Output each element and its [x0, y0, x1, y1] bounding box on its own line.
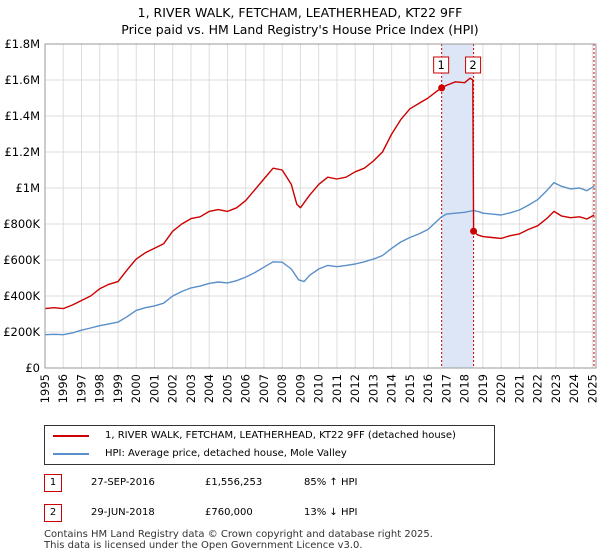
y-tick-label: £0	[25, 361, 40, 375]
title-line-2: Price paid vs. HM Land Registry's House …	[121, 22, 479, 37]
x-tick-label: 2009	[293, 374, 307, 403]
x-tick-label: 2016	[421, 374, 435, 403]
footer-line-1: Contains HM Land Registry data © Crown c…	[44, 529, 433, 540]
y-tick-label: £400K	[3, 289, 40, 303]
x-tick-label: 2011	[330, 374, 344, 403]
transaction-date: 27-SEP-2016	[91, 477, 155, 488]
x-tick-label: 2019	[476, 374, 490, 403]
property-price-line	[44, 77, 595, 310]
legend: 1, RIVER WALK, FETCHAM, LEATHERHEAD, KT2…	[44, 425, 495, 465]
transaction-price: £760,000	[205, 507, 253, 518]
footer: Contains HM Land Registry data © Crown c…	[44, 529, 433, 551]
x-tick-label: 1997	[74, 374, 88, 403]
y-tick-label: £1M	[15, 181, 40, 195]
y-tick-label: £200K	[3, 325, 40, 339]
x-tick-label: 2010	[312, 374, 326, 403]
sale-marker-label: 1	[437, 58, 444, 72]
y-tick-label: £600K	[3, 253, 40, 267]
y-tick-label: £1.4M	[4, 109, 40, 123]
x-tick-label: 2005	[220, 374, 234, 403]
chart-title: 1, RIVER WALK, FETCHAM, LEATHERHEAD, KT2…	[0, 4, 600, 38]
x-tick-label: 2004	[202, 374, 216, 403]
sale-marker-label: 2	[469, 58, 476, 72]
x-tick-label: 2014	[385, 374, 399, 403]
y-tick-label: £800K	[3, 217, 40, 231]
legend-label-property: 1, RIVER WALK, FETCHAM, LEATHERHEAD, KT2…	[105, 430, 456, 441]
x-tick-label: 2006	[239, 374, 253, 403]
x-tick-label: 2022	[531, 374, 545, 403]
transaction-badge: 1	[44, 474, 62, 492]
series-lines	[44, 77, 595, 336]
x-tick-label: 2008	[275, 374, 289, 403]
sale-marker-box	[433, 56, 450, 74]
x-tick-label: 2000	[129, 374, 143, 403]
x-tick-label: 2025	[585, 374, 599, 403]
x-tick-label: 2013	[366, 374, 380, 403]
x-tick-label: 2002	[166, 374, 180, 403]
x-tick-label: 2001	[147, 374, 161, 403]
x-axis-ticks: 1995 1996 1997 1998 1999 2000 2001 2002 2003 2004…	[38, 374, 599, 403]
y-axis-ticks: £0 £200K £400K £600K £800K £1M £1.2M £1.4M £1.6M…	[3, 37, 40, 375]
transaction-badge: 2	[44, 504, 62, 522]
y-tick-label: £1.2M	[4, 145, 40, 159]
plot-frame	[44, 43, 597, 369]
y-tick-label: £1.6M	[4, 73, 40, 87]
transaction-hpi: 85% ↑ HPI	[304, 477, 358, 488]
x-tick-label: 2017	[439, 374, 453, 403]
x-tick-label: 1999	[111, 374, 125, 403]
x-tick-label: 1998	[93, 374, 107, 403]
grid	[44, 43, 596, 369]
x-tick-label: 1996	[56, 374, 70, 403]
shaded-period	[441, 44, 595, 368]
sale-period-shade	[441, 44, 474, 368]
transaction-date: 29-JUN-2018	[91, 507, 155, 518]
legend-swatch-hpi	[53, 453, 89, 455]
x-tick-label: 2021	[512, 374, 526, 403]
x-tick-label: 2007	[257, 374, 271, 403]
x-tick-label: 1995	[38, 374, 52, 403]
x-tick-label: 2003	[184, 374, 198, 403]
x-tick-label: 2024	[567, 374, 581, 403]
hpi-line	[44, 181, 595, 336]
sale-marker-box	[465, 56, 482, 74]
x-tick-label: 2015	[403, 374, 417, 403]
x-tick-label: 2018	[458, 374, 472, 403]
sale-point-2	[470, 227, 478, 235]
legend-swatch-property	[53, 435, 89, 437]
x-tick-label: 2020	[494, 374, 508, 403]
footer-line-2: This data is licensed under the Open Gov…	[44, 540, 363, 551]
sale-point-1	[438, 84, 446, 92]
x-tick-label: 2012	[348, 374, 362, 403]
title-line-1: 1, RIVER WALK, FETCHAM, LEATHERHEAD, KT2…	[137, 5, 463, 20]
transaction-price: £1,556,253	[205, 477, 263, 488]
legend-label-hpi: HPI: Average price, detached house, Mole…	[105, 448, 347, 459]
transaction-hpi: 13% ↓ HPI	[304, 507, 358, 518]
y-tick-label: £1.8M	[4, 37, 40, 51]
x-tick-label: 2023	[549, 374, 563, 403]
